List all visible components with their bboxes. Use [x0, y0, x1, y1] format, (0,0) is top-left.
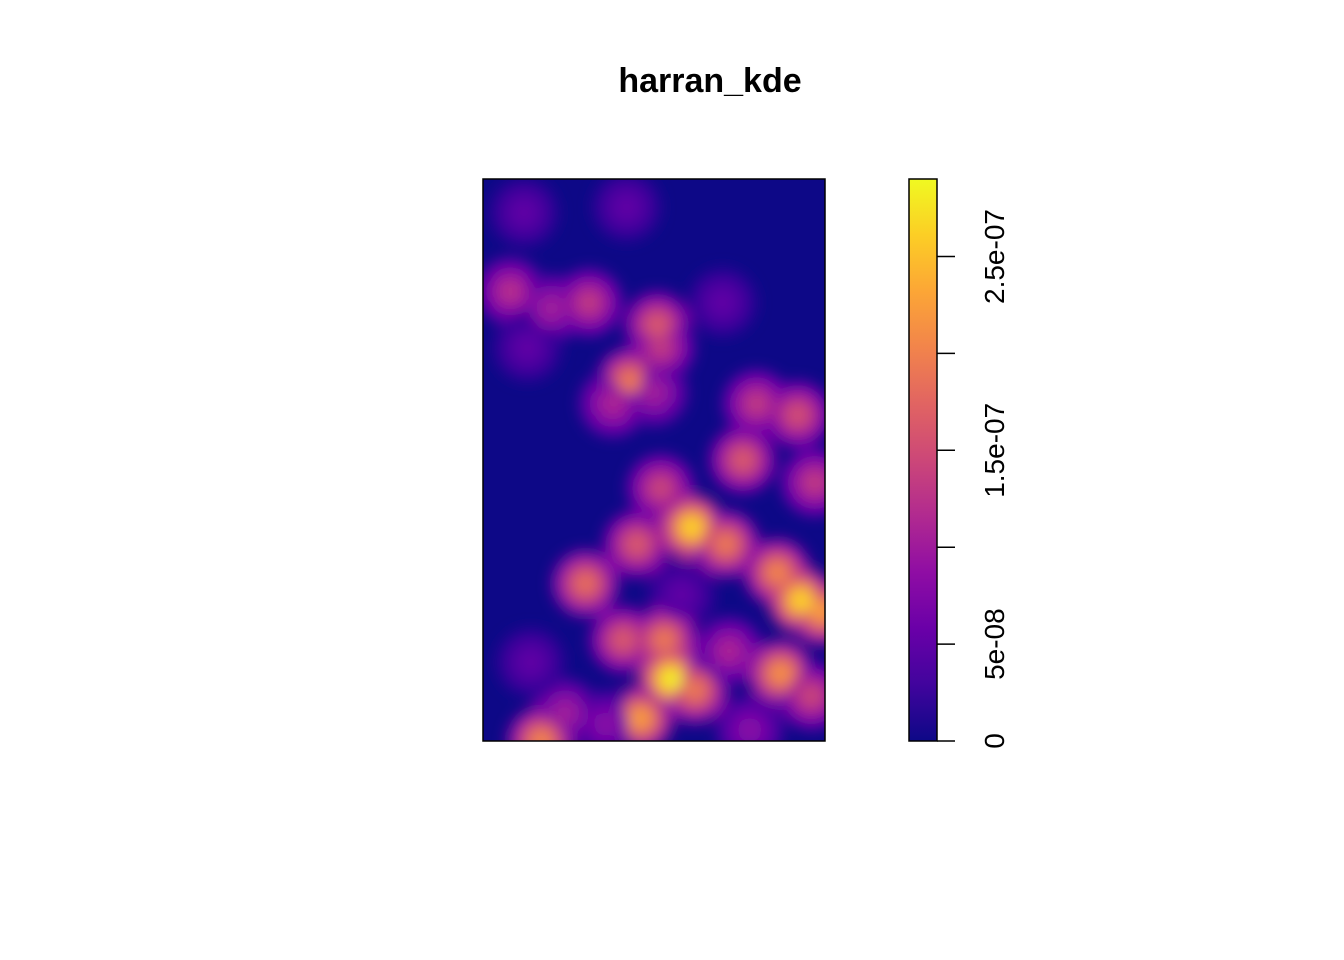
- density-hotspot: [785, 403, 810, 428]
- density-hotspot: [713, 532, 738, 557]
- legend-tick-label: 5e-08: [979, 608, 1010, 680]
- legend-tick-label: 2.5e-07: [979, 209, 1010, 304]
- density-hotspot: [652, 627, 677, 652]
- legend-colorbar: [908, 178, 938, 742]
- density-hotspot: [799, 684, 824, 709]
- density-hotspot: [618, 369, 643, 394]
- density-hotspot: [600, 391, 625, 416]
- density-hotspot: [573, 571, 598, 596]
- density-hotspot: [744, 391, 769, 416]
- density-hotspot: [645, 313, 670, 338]
- density-raster: [483, 179, 825, 741]
- map-frame: [482, 178, 826, 742]
- density-hotspot: [710, 290, 735, 315]
- density-hotspot: [529, 729, 554, 741]
- density-hotspot: [594, 712, 619, 737]
- density-hotspot: [648, 476, 673, 501]
- density-hotspot: [789, 588, 814, 613]
- density-hotspot: [809, 599, 825, 624]
- density-hotspot: [611, 627, 636, 652]
- density-hotspot: [628, 706, 653, 731]
- density-hotspot: [659, 667, 684, 692]
- density-hotspot: [768, 661, 793, 686]
- density-hotspot: [518, 650, 543, 675]
- density-hotspot: [577, 290, 602, 315]
- density-hotspot: [642, 380, 666, 405]
- density-hotspot: [498, 279, 523, 304]
- density-hotspot: [515, 335, 540, 360]
- density-hotspot: [553, 700, 578, 725]
- density-hotspot: [717, 639, 742, 664]
- density-hotspot: [624, 532, 649, 557]
- density-hotspot: [614, 195, 639, 220]
- density-hotspot: [648, 335, 673, 360]
- legend-tick-label: 1.5e-07: [979, 403, 1010, 498]
- density-hotspot: [683, 678, 708, 703]
- density-hotspot: [679, 515, 704, 540]
- density-hotspot: [730, 448, 755, 472]
- density-hotspot: [802, 470, 825, 495]
- legend-tick-label: 0: [979, 733, 1010, 749]
- density-hotspot: [737, 717, 762, 741]
- density-hotspot: [512, 200, 537, 225]
- color-legend: 0 5e-08 1.5e-07 2.5e-07: [908, 178, 1010, 749]
- density-hotspot: [765, 560, 790, 585]
- density-hotspot: [669, 582, 694, 607]
- chart-title: harran_kde: [618, 62, 801, 100]
- density-hotspot: [539, 296, 564, 321]
